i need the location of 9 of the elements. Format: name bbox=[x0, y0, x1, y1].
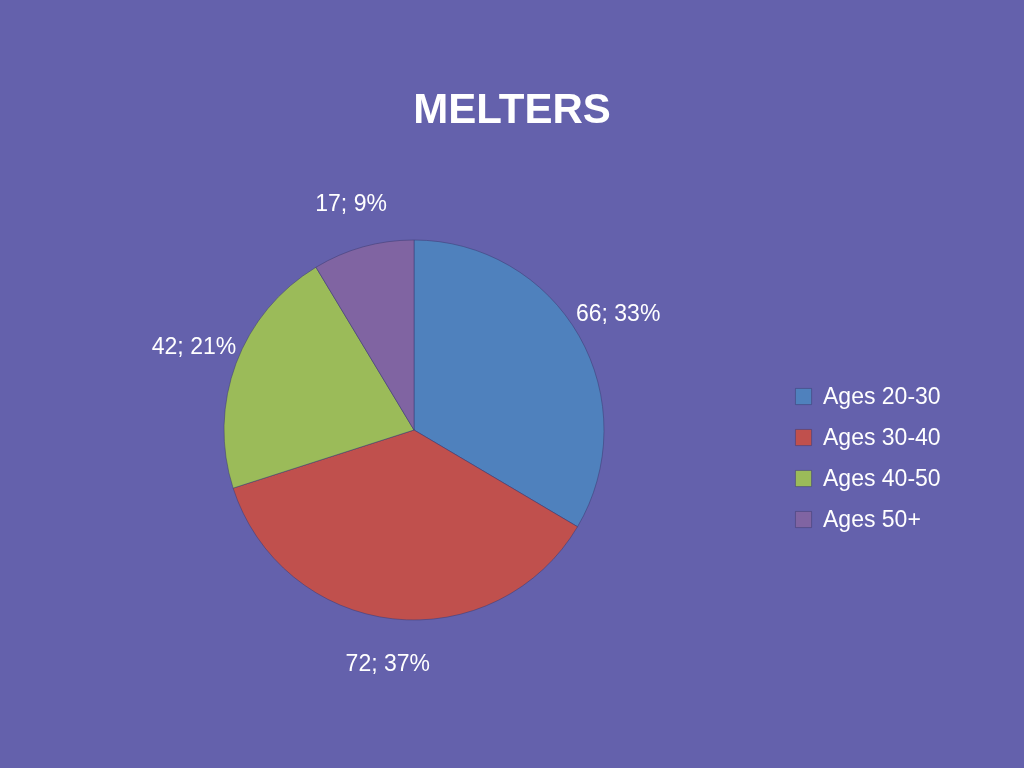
legend-label: Ages 40-50 bbox=[823, 464, 941, 491]
legend-label: Ages 20-30 bbox=[823, 382, 941, 409]
data-label: 72; 37% bbox=[345, 649, 431, 676]
legend-label: Ages 30-40 bbox=[823, 423, 941, 450]
legend-label: Ages 50+ bbox=[823, 505, 921, 532]
chart-title: MELTERS bbox=[413, 85, 611, 132]
data-label: 17; 9% bbox=[315, 189, 387, 216]
data-label: 66; 33% bbox=[575, 299, 661, 326]
data-label: 42; 21% bbox=[151, 333, 237, 360]
